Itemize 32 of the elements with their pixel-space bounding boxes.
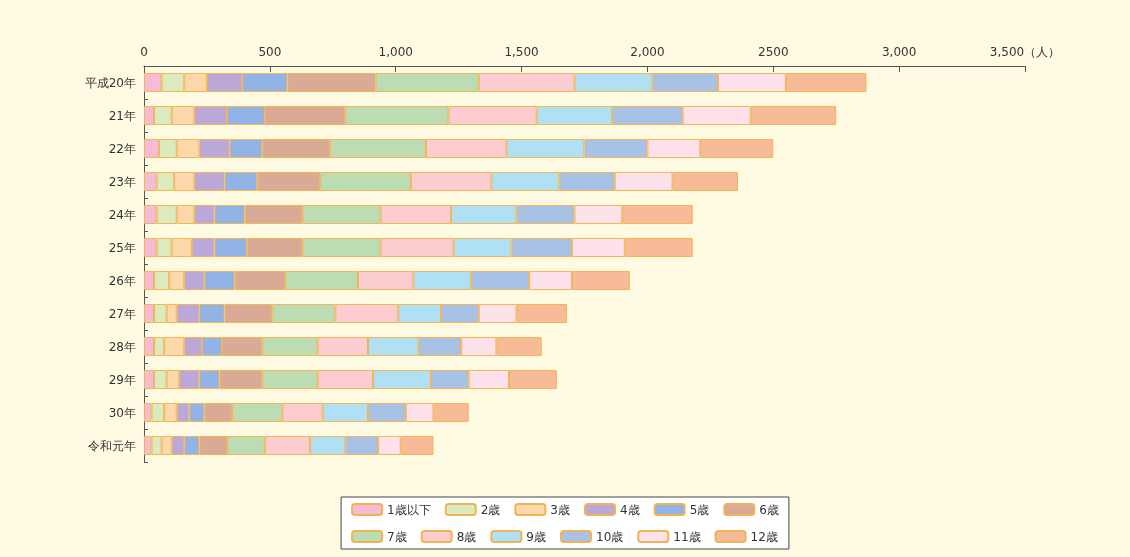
y-tick-label: 26年 — [108, 273, 136, 288]
y-tick-label: 23年 — [108, 174, 136, 189]
y-tick-label: 令和元年 — [88, 438, 136, 453]
legend-label: 11歳 — [673, 529, 701, 544]
legend-label: 2歳 — [480, 502, 501, 517]
legend-label: 5歳 — [689, 502, 710, 517]
legend-label: 10歳 — [596, 529, 624, 544]
x-tick-label: 3,500（人） — [989, 45, 1061, 59]
legend-label: 9歳 — [526, 529, 547, 544]
legend-label: 3歳 — [550, 502, 571, 517]
x-tick-label: 0 — [140, 45, 148, 59]
legend-label: 6歳 — [759, 502, 779, 517]
y-tick-label: 25年 — [108, 240, 136, 255]
legend-label: 12歳 — [750, 529, 778, 544]
x-tick-label: 1,500 — [504, 45, 539, 59]
x-tick-label: 2,000 — [630, 45, 665, 59]
x-tick-label: 2500 — [758, 45, 789, 59]
y-tick-label: 22年 — [108, 141, 136, 156]
x-tick-label: 1,000 — [378, 45, 413, 59]
y-tick-label: 平成20年 — [84, 75, 136, 90]
legend-label: 7歳 — [387, 529, 407, 544]
x-tick-label: 500 — [258, 45, 282, 59]
y-tick-label: 21年 — [108, 108, 136, 123]
y-tick-label: 30年 — [108, 405, 136, 420]
y-tick-label: 27年 — [108, 306, 136, 321]
legend-label: 4歳 — [620, 502, 640, 517]
legend-label: 1歳以下 — [387, 502, 431, 517]
legend-label: 8歳 — [456, 529, 477, 544]
x-tick-label: 3,000 — [881, 45, 917, 59]
y-tick-label: 24年 — [108, 207, 136, 222]
y-tick-label: 28年 — [108, 339, 136, 354]
y-tick-label: 29年 — [108, 372, 136, 387]
